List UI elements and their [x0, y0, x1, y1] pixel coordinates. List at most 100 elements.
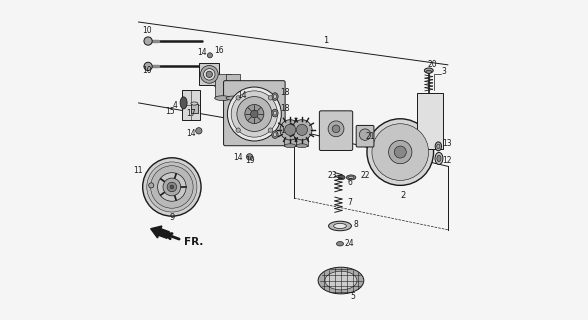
- Ellipse shape: [349, 176, 353, 179]
- Circle shape: [163, 178, 181, 196]
- Text: 14: 14: [186, 129, 196, 138]
- Text: 1: 1: [323, 36, 328, 44]
- Circle shape: [144, 37, 152, 45]
- Circle shape: [246, 154, 253, 160]
- Bar: [296, 133, 308, 146]
- Ellipse shape: [273, 95, 276, 99]
- Text: 12: 12: [442, 156, 452, 165]
- Ellipse shape: [325, 271, 357, 290]
- Circle shape: [395, 146, 406, 158]
- Circle shape: [359, 129, 371, 140]
- Circle shape: [268, 128, 273, 132]
- Circle shape: [268, 96, 273, 100]
- Text: 10: 10: [143, 66, 152, 75]
- Text: 24: 24: [345, 239, 355, 248]
- Ellipse shape: [272, 131, 278, 139]
- Circle shape: [158, 173, 186, 201]
- Circle shape: [231, 91, 278, 137]
- Text: 22: 22: [360, 171, 370, 180]
- Text: 18: 18: [280, 104, 289, 114]
- FancyBboxPatch shape: [356, 125, 374, 147]
- Ellipse shape: [215, 96, 230, 100]
- Ellipse shape: [336, 242, 343, 246]
- Ellipse shape: [435, 142, 442, 151]
- Bar: [215, 74, 230, 98]
- Circle shape: [201, 66, 218, 83]
- Text: 3: 3: [442, 67, 446, 76]
- Circle shape: [151, 166, 193, 208]
- Circle shape: [236, 96, 240, 100]
- Circle shape: [328, 121, 344, 137]
- Text: 20: 20: [427, 60, 437, 69]
- Ellipse shape: [273, 133, 276, 137]
- Bar: [417, 93, 443, 149]
- Text: FR.: FR.: [183, 237, 203, 247]
- Ellipse shape: [437, 155, 441, 162]
- Ellipse shape: [273, 111, 276, 115]
- Circle shape: [167, 182, 176, 192]
- FancyBboxPatch shape: [223, 81, 285, 146]
- Ellipse shape: [425, 68, 433, 73]
- Ellipse shape: [272, 109, 278, 117]
- Text: 14: 14: [197, 48, 207, 57]
- Circle shape: [285, 124, 296, 135]
- Bar: [182, 90, 200, 120]
- Ellipse shape: [333, 223, 346, 228]
- Text: 19: 19: [245, 156, 255, 164]
- Ellipse shape: [215, 84, 230, 88]
- Text: 11: 11: [133, 166, 143, 175]
- Text: 5: 5: [350, 292, 355, 301]
- Text: 7: 7: [348, 198, 352, 207]
- Ellipse shape: [346, 175, 356, 180]
- FancyArrow shape: [151, 226, 169, 238]
- Circle shape: [372, 124, 429, 180]
- Circle shape: [367, 119, 433, 185]
- Text: 14: 14: [237, 91, 246, 100]
- Text: 21: 21: [365, 132, 375, 141]
- Text: 15: 15: [165, 107, 175, 116]
- Circle shape: [228, 87, 281, 141]
- Circle shape: [170, 185, 174, 189]
- Circle shape: [332, 125, 340, 132]
- Ellipse shape: [226, 96, 240, 100]
- Ellipse shape: [180, 97, 187, 109]
- Ellipse shape: [285, 144, 296, 148]
- Bar: [191, 104, 198, 113]
- Text: 4: 4: [172, 101, 177, 110]
- Text: 9: 9: [169, 213, 175, 222]
- Circle shape: [250, 110, 258, 118]
- Circle shape: [296, 124, 308, 135]
- Ellipse shape: [191, 102, 198, 105]
- Text: 10: 10: [143, 26, 152, 35]
- Ellipse shape: [329, 221, 352, 231]
- Circle shape: [292, 120, 312, 140]
- Text: 14: 14: [233, 153, 243, 162]
- Ellipse shape: [272, 93, 278, 100]
- Bar: [226, 74, 240, 98]
- Circle shape: [143, 158, 201, 216]
- Text: 17: 17: [186, 109, 196, 118]
- Text: 23: 23: [327, 171, 337, 180]
- Ellipse shape: [437, 144, 440, 148]
- Text: 6: 6: [348, 178, 352, 188]
- Bar: [199, 63, 219, 85]
- Circle shape: [206, 71, 212, 77]
- Circle shape: [236, 128, 240, 132]
- Ellipse shape: [296, 144, 308, 148]
- Text: 16: 16: [214, 46, 223, 55]
- Circle shape: [144, 62, 152, 70]
- Bar: [285, 133, 296, 146]
- Circle shape: [203, 69, 215, 80]
- Ellipse shape: [318, 267, 364, 294]
- Text: 18: 18: [280, 88, 289, 97]
- Text: 8: 8: [353, 220, 359, 229]
- Circle shape: [208, 53, 212, 58]
- Circle shape: [245, 105, 264, 124]
- Ellipse shape: [426, 70, 432, 73]
- FancyBboxPatch shape: [319, 111, 353, 150]
- Text: 2: 2: [401, 191, 406, 200]
- Circle shape: [389, 140, 412, 164]
- Text: 18: 18: [280, 126, 289, 135]
- Circle shape: [237, 97, 272, 132]
- Circle shape: [149, 183, 154, 188]
